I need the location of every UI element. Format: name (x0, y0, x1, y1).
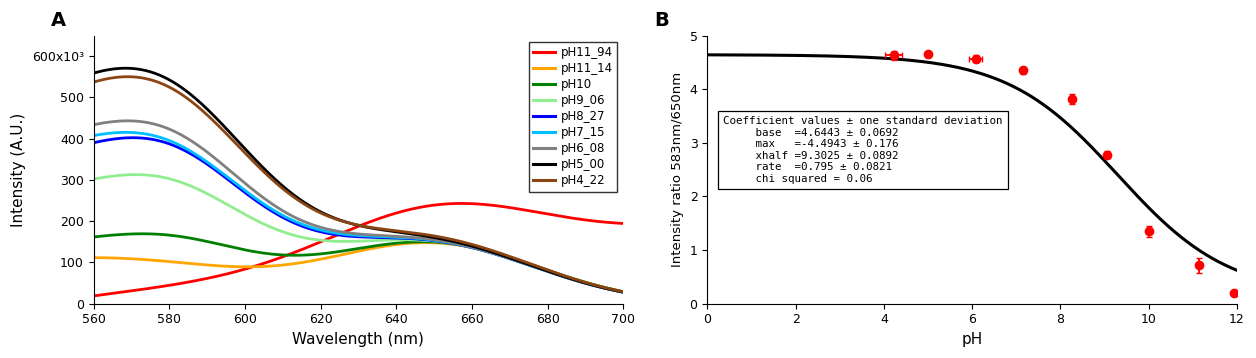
pH8_27 (126, 136, 141, 140)
pH6_08 (85, 123, 100, 127)
pH6_08 (441, 240, 456, 244)
Legend: pH11_94, pH11_14, pH10, pH9_06, pH8_27, pH7_15, pH6_08, pH5_00, pH4_22: pH11_94, pH11_14, pH10, pH9_06, pH8_27, … (529, 42, 618, 192)
pH8_27 (224, 179, 239, 184)
pH11_14 (180, 261, 195, 265)
pH7_15 (486, 251, 501, 256)
pH6_08 (224, 169, 239, 173)
Line: pH9_06: pH9_06 (93, 175, 623, 292)
pH6_08 (181, 137, 196, 141)
Y-axis label: Intensity ratio 583nm/650nm: Intensity ratio 583nm/650nm (671, 72, 685, 267)
pH8_27 (486, 251, 501, 256)
pH5_00 (224, 131, 239, 135)
pH6_08 (121, 118, 136, 123)
Line: pH5_00: pH5_00 (93, 68, 623, 292)
pH8_27 (327, 232, 342, 237)
pH5_00 (486, 250, 501, 255)
pH5_00 (615, 290, 631, 294)
X-axis label: pH: pH (962, 332, 982, 347)
pH10 (615, 290, 631, 294)
pH8_27 (181, 150, 196, 155)
pH10 (134, 232, 149, 236)
pH9_06 (441, 241, 456, 245)
pH6_08 (399, 235, 414, 239)
pH9_06 (399, 238, 414, 242)
pH7_15 (118, 130, 133, 135)
Line: pH10: pH10 (93, 234, 623, 292)
pH11_14 (325, 255, 340, 259)
pH11_94 (325, 234, 340, 239)
pH5_00 (399, 231, 414, 236)
pH9_06 (128, 173, 143, 177)
pH6_08 (615, 290, 631, 294)
pH7_15 (441, 240, 456, 245)
pH7_15 (85, 134, 100, 138)
pH11_14 (486, 251, 501, 255)
pH5_00 (441, 238, 456, 242)
Line: pH6_08: pH6_08 (93, 121, 623, 292)
pH11_14 (85, 256, 100, 260)
pH9_06 (327, 239, 342, 243)
pH11_94 (453, 201, 468, 205)
pH9_06 (85, 177, 100, 181)
pH10 (85, 235, 100, 239)
Line: pH4_22: pH4_22 (93, 77, 623, 292)
pH5_00 (327, 216, 342, 220)
pH4_22 (615, 290, 631, 294)
pH7_15 (327, 231, 342, 235)
pH11_94 (398, 208, 413, 213)
pH5_00 (118, 66, 133, 71)
pH11_14 (222, 264, 237, 268)
pH10 (181, 236, 196, 240)
pH4_22 (399, 230, 414, 234)
pH8_27 (441, 241, 456, 245)
pH10 (399, 240, 414, 245)
pH9_06 (615, 290, 631, 294)
pH7_15 (224, 177, 239, 182)
pH10 (441, 241, 456, 245)
Line: pH11_94: pH11_94 (93, 203, 623, 296)
Text: Coefficient values ± one standard deviation
     base  =4.6443 ± 0.0692
     max: Coefficient values ± one standard deviat… (723, 116, 1002, 184)
pH11_94 (85, 294, 100, 298)
pH4_22 (181, 97, 196, 101)
pH11_14 (418, 241, 433, 245)
pH4_22 (327, 216, 342, 221)
Line: pH11_14: pH11_14 (93, 243, 623, 292)
pH11_94 (615, 221, 631, 226)
pH4_22 (85, 80, 100, 84)
pH8_27 (615, 290, 631, 294)
pH7_15 (181, 147, 196, 152)
Text: A: A (51, 11, 67, 30)
pH8_27 (85, 141, 100, 145)
pH4_22 (441, 236, 456, 241)
Line: pH7_15: pH7_15 (93, 132, 623, 292)
pH4_22 (486, 249, 501, 253)
Line: pH8_27: pH8_27 (93, 138, 623, 292)
pH5_00 (85, 71, 100, 75)
pH6_08 (327, 228, 342, 233)
pH10 (486, 250, 501, 255)
pH9_06 (224, 204, 239, 209)
X-axis label: Wavelength (nm): Wavelength (nm) (293, 332, 425, 347)
pH8_27 (399, 236, 414, 241)
pH11_94 (222, 271, 237, 275)
pH11_14 (398, 241, 413, 246)
pH10 (327, 250, 342, 255)
Y-axis label: Intensity (A.U.): Intensity (A.U.) (11, 112, 26, 227)
pH4_22 (119, 74, 134, 79)
pH7_15 (399, 236, 414, 240)
Text: B: B (654, 11, 669, 30)
pH11_14 (441, 242, 456, 246)
pH11_94 (440, 202, 455, 206)
pH11_94 (180, 280, 195, 284)
pH11_14 (615, 290, 631, 294)
pH9_06 (181, 183, 196, 187)
pH6_08 (486, 251, 501, 255)
pH4_22 (224, 136, 239, 140)
pH11_94 (486, 203, 501, 208)
pH7_15 (615, 290, 631, 294)
pH5_00 (181, 90, 196, 95)
pH10 (224, 245, 239, 249)
pH9_06 (486, 251, 501, 255)
